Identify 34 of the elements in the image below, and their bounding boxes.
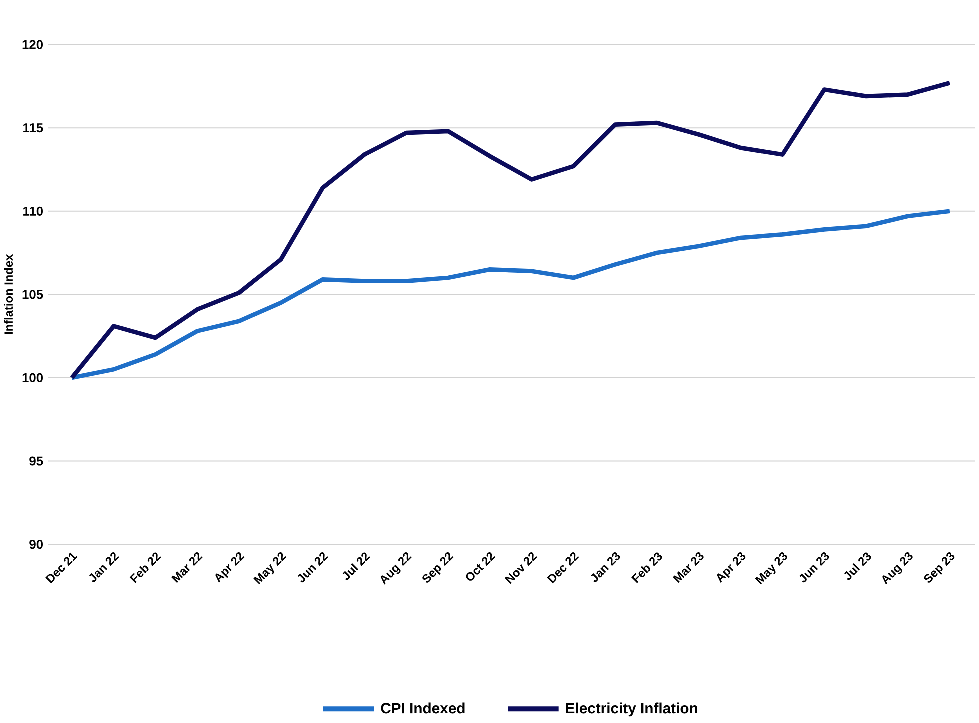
x-tick-label: May 23	[755, 552, 788, 584]
x-tick-label: Feb 23	[632, 552, 662, 584]
x-tick-label: Dec 21	[46, 552, 78, 584]
y-tick-label: 95	[30, 456, 44, 466]
y-axis-title: Inflation Index	[4, 254, 14, 334]
x-tick-label: Mar 23	[673, 552, 704, 583]
x-tick-label: Sep 23	[924, 552, 955, 583]
x-tick-label: Apr 23	[717, 552, 746, 583]
y-tick-label: 110	[24, 206, 43, 216]
x-tick-label: Mar 22	[171, 552, 204, 583]
y-tick-label: 90	[30, 540, 43, 549]
y-tick-label: 120	[22, 40, 43, 50]
x-tick-label: May 22	[254, 552, 287, 584]
legend-label: CPI Indexed	[381, 702, 465, 714]
line-series	[70, 208, 952, 380]
y-tick-label: 100	[22, 373, 43, 382]
x-tick-label: Nov 22	[504, 552, 538, 584]
x-tick-label: Sep 22	[422, 552, 454, 583]
x-tick-label: Dec 22	[547, 552, 580, 584]
x-tick-label: Jun 23	[800, 552, 830, 582]
x-tick-label: Jul 22	[342, 552, 370, 580]
x-tick-label: Aug 22	[380, 552, 412, 585]
x-tick-label: Oct 22	[466, 552, 496, 581]
x-tick-label: Aug 23	[882, 552, 913, 585]
x-tick-label: Jul 23	[844, 552, 872, 580]
x-tick-label: Jun 22	[298, 552, 328, 582]
x-tick-label: Apr 22	[216, 552, 245, 583]
x-tick-label: Feb 22	[130, 552, 162, 584]
legend-label: Electricity Inflation	[566, 702, 698, 716]
y-tick-label: 115	[24, 123, 44, 132]
x-tick-label: Jan 23	[591, 552, 620, 582]
x-tick-label: Jan 22	[90, 552, 120, 582]
y-tick-label: 105	[22, 290, 44, 300]
line-series	[70, 80, 952, 380]
